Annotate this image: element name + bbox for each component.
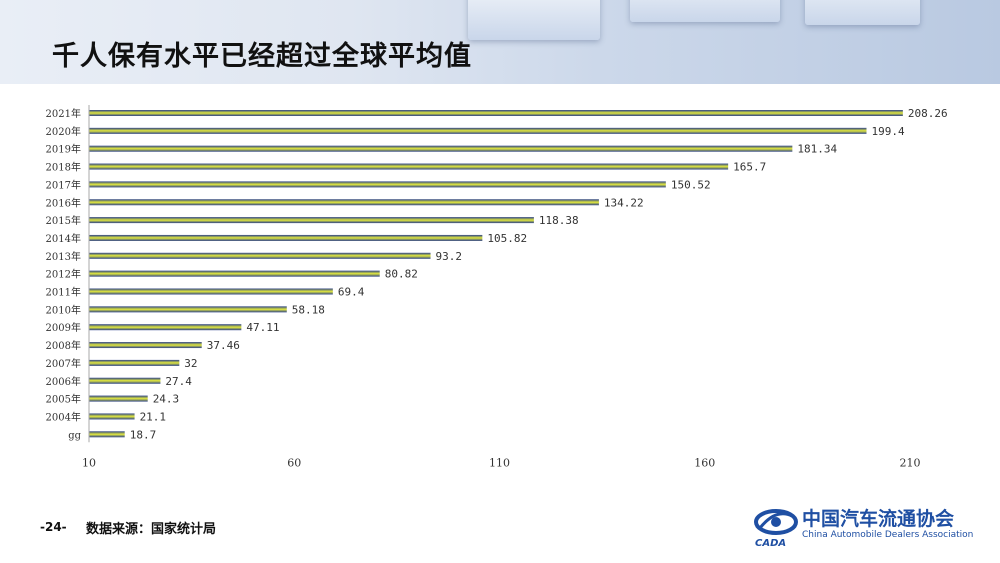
bar-3	[89, 163, 729, 170]
bar-9	[89, 270, 380, 277]
bar-0	[89, 110, 903, 116]
value-label: 58.18	[292, 303, 325, 316]
category-label: 2016年	[46, 196, 81, 209]
category-label: 2021年	[46, 107, 81, 120]
bar-15	[89, 377, 161, 384]
bar-chart: 2021年 2020年 2019年 2018年 2017年 2016年 2015年 2014年…	[46, 105, 948, 469]
bar-13	[89, 342, 202, 349]
value-label: 32	[184, 357, 197, 370]
category-label: 2006年	[46, 375, 81, 388]
category-label: 2019年	[46, 143, 81, 156]
category-label: gg	[68, 430, 81, 441]
value-label: 18.7	[130, 428, 157, 441]
bar-18	[89, 431, 125, 438]
value-label: 69.4	[338, 286, 365, 299]
category-label: 2007年	[46, 357, 81, 370]
value-labels: 208.26 199.4 181.34 165.7 150.52 134.22 118.38…	[130, 107, 948, 441]
category-label: 2013年	[46, 250, 81, 263]
x-tick-label: 110	[489, 456, 510, 469]
slide-title: 千人保有水平已经超过全球平均值	[52, 41, 472, 72]
bar-11	[89, 306, 287, 313]
category-label: 2012年	[46, 268, 81, 281]
category-label: 2015年	[46, 214, 81, 227]
value-label: 208.26	[908, 107, 948, 120]
page-number: -24-	[40, 520, 67, 534]
bar-5	[89, 199, 599, 206]
value-label: 150.52	[671, 178, 711, 191]
x-tick-label: 160	[694, 456, 715, 469]
category-label: 2005年	[46, 393, 81, 406]
category-labels: 2021年 2020年 2019年 2018年 2017年 2016年 2015年 2014年…	[46, 107, 82, 441]
value-label: 80.82	[385, 268, 418, 281]
logo-mark-text: CADA	[755, 538, 786, 548]
data-source: 数据来源：国家统计局	[86, 522, 217, 537]
x-axis: 10 60 110 160 210	[82, 105, 921, 469]
category-label: 2009年	[46, 321, 81, 334]
bar-1	[89, 127, 867, 134]
value-label: 165.7	[733, 161, 766, 174]
value-label: 105.82	[487, 232, 527, 245]
value-label: 118.38	[539, 214, 579, 227]
category-label: 2004年	[46, 410, 81, 423]
category-label: 2011年	[46, 286, 81, 299]
decorative-cube	[630, 0, 780, 22]
x-tick-label: 10	[82, 456, 96, 469]
category-label: 2018年	[46, 161, 81, 174]
value-label: 93.2	[436, 250, 463, 263]
value-label: 199.4	[871, 125, 904, 138]
logo-name-en: China Automobile Dealers Association	[802, 530, 974, 540]
bar-7	[89, 234, 483, 241]
bar-8	[89, 252, 431, 259]
category-label: 2010年	[46, 303, 81, 316]
value-label: 134.22	[604, 196, 644, 209]
decorative-cube	[468, 0, 600, 40]
value-label: 21.1	[140, 410, 167, 423]
decorative-cube	[805, 0, 920, 25]
value-label: 37.46	[207, 339, 240, 352]
cada-logo: CADA 中国汽车流通协会 China Automobile Dealers A…	[752, 500, 974, 550]
bar-4	[89, 181, 666, 188]
x-tick-label: 210	[900, 456, 921, 469]
bar-14	[89, 359, 180, 366]
bar-17	[89, 413, 135, 420]
bar-6	[89, 217, 534, 224]
bar-10	[89, 288, 333, 295]
category-label: 2014年	[46, 232, 81, 245]
value-label: 47.11	[246, 321, 279, 334]
logo-name-cn: 中国汽车流通协会	[802, 508, 955, 530]
value-label: 24.3	[153, 393, 180, 406]
category-label: 2020年	[46, 125, 81, 138]
cada-logo-icon: CADA	[754, 509, 798, 548]
value-label: 27.4	[165, 375, 192, 388]
bar-2	[89, 145, 793, 152]
header-band	[0, 0, 1000, 84]
category-label: 2017年	[46, 178, 81, 191]
bars	[89, 110, 903, 438]
value-label: 181.34	[797, 143, 837, 156]
x-tick-label: 60	[287, 456, 301, 469]
bar-16	[89, 395, 148, 402]
category-label: 2008年	[46, 339, 81, 352]
bar-12	[89, 324, 242, 331]
